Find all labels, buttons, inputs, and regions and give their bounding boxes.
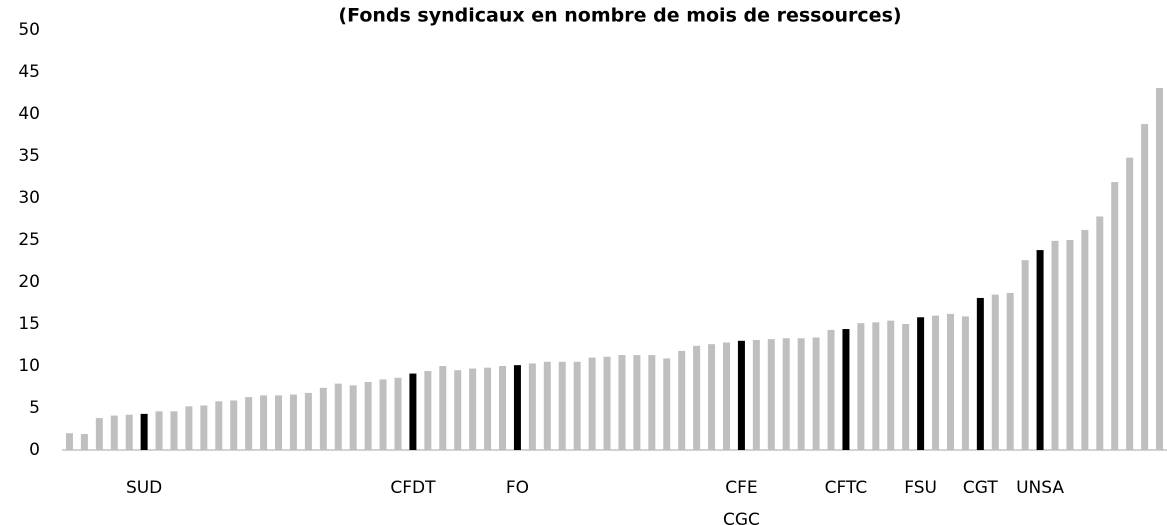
bar bbox=[573, 361, 581, 450]
x-tick-label: SUD bbox=[126, 478, 162, 498]
bar bbox=[767, 339, 775, 450]
bar bbox=[528, 363, 536, 450]
y-tick-label: 50 bbox=[18, 20, 40, 40]
x-tick-label: CFDT bbox=[390, 478, 436, 498]
bar bbox=[110, 415, 118, 450]
bar bbox=[887, 320, 895, 450]
bar bbox=[693, 345, 701, 450]
bar bbox=[289, 394, 297, 450]
bar bbox=[1036, 250, 1044, 450]
bar bbox=[932, 315, 940, 450]
y-tick-label: 10 bbox=[18, 356, 40, 376]
x-tick-label: UNSA bbox=[1016, 478, 1064, 498]
bar bbox=[170, 411, 178, 450]
x-tick-label: FSU bbox=[904, 478, 937, 498]
bar bbox=[230, 400, 238, 450]
chart-title: (Fonds syndicaux en nombre de mois de re… bbox=[338, 5, 901, 27]
bar bbox=[484, 367, 492, 450]
bar bbox=[1141, 124, 1149, 450]
y-tick-label: 0 bbox=[29, 440, 40, 460]
bar bbox=[902, 324, 910, 450]
bar bbox=[1156, 87, 1164, 451]
bar bbox=[424, 371, 432, 450]
bar bbox=[1051, 240, 1059, 450]
y-tick-label: 20 bbox=[18, 272, 40, 292]
bar bbox=[379, 379, 387, 450]
bar bbox=[439, 366, 447, 450]
bar bbox=[976, 297, 984, 450]
y-tick-label: 30 bbox=[18, 188, 40, 208]
y-tick-label: 5 bbox=[29, 398, 40, 418]
bar bbox=[319, 387, 327, 450]
bar bbox=[618, 355, 626, 450]
bar bbox=[469, 368, 477, 450]
bar bbox=[827, 329, 835, 450]
bar bbox=[215, 401, 223, 450]
bar bbox=[1066, 240, 1074, 450]
y-tick-label: 15 bbox=[18, 314, 40, 334]
bar bbox=[991, 294, 999, 450]
bar bbox=[782, 338, 790, 450]
bar bbox=[140, 413, 148, 450]
bar bbox=[334, 383, 342, 450]
bar bbox=[857, 323, 865, 450]
x-tick-label: CGT bbox=[963, 478, 998, 498]
bar bbox=[1111, 182, 1119, 451]
bar bbox=[1081, 229, 1089, 450]
x-tick-label: CFTC bbox=[825, 478, 868, 498]
bar bbox=[917, 317, 925, 450]
bar bbox=[558, 361, 566, 450]
bar bbox=[633, 355, 641, 450]
bar bbox=[409, 373, 417, 450]
bar bbox=[946, 313, 954, 450]
bar bbox=[364, 381, 372, 450]
y-tick-label: 35 bbox=[18, 146, 40, 166]
x-tick-label: CFE CGC bbox=[723, 478, 760, 525]
bar bbox=[95, 418, 103, 450]
bar bbox=[185, 406, 193, 450]
x-tick-label: FO bbox=[506, 478, 529, 498]
bar bbox=[737, 340, 745, 450]
bar bbox=[454, 370, 462, 450]
bar bbox=[678, 350, 686, 450]
bar bbox=[1021, 260, 1029, 450]
bar bbox=[842, 329, 850, 450]
bar bbox=[708, 344, 716, 450]
y-tick-label: 45 bbox=[18, 62, 40, 82]
bar bbox=[65, 433, 73, 450]
bar bbox=[1096, 216, 1104, 450]
bar bbox=[513, 365, 521, 450]
bar bbox=[80, 434, 88, 450]
y-tick-label: 40 bbox=[18, 104, 40, 124]
bar bbox=[260, 395, 268, 450]
bar bbox=[125, 414, 133, 450]
bar bbox=[349, 385, 357, 450]
bar bbox=[797, 338, 805, 450]
bar bbox=[961, 316, 969, 450]
y-tick-label: 25 bbox=[18, 230, 40, 250]
bar bbox=[648, 355, 656, 450]
bar bbox=[603, 356, 611, 450]
bar bbox=[1126, 157, 1134, 450]
bar bbox=[812, 337, 820, 450]
bar bbox=[499, 366, 507, 450]
bar bbox=[245, 397, 253, 450]
bar bbox=[663, 358, 671, 450]
bar bbox=[200, 405, 208, 450]
bar bbox=[1006, 292, 1014, 450]
bar bbox=[304, 392, 312, 450]
bar bbox=[752, 339, 760, 450]
bar bbox=[275, 395, 283, 450]
bar bbox=[722, 342, 730, 450]
bar bbox=[394, 377, 402, 450]
bar bbox=[155, 411, 163, 450]
bar bbox=[543, 361, 551, 450]
bar bbox=[872, 322, 880, 450]
bar bbox=[588, 357, 596, 450]
